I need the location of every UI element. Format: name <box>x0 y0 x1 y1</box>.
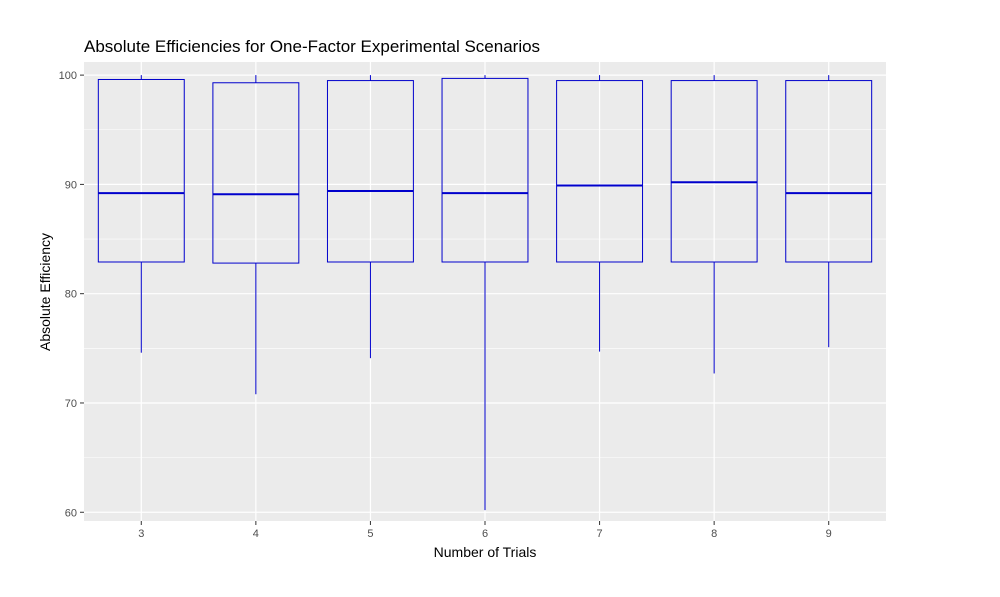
box-series <box>97 75 873 511</box>
y-tick-label: 80 <box>65 289 77 301</box>
chart-title: Absolute Efficiencies for One-Factor Exp… <box>84 37 540 56</box>
x-tick-label: 9 <box>826 528 832 540</box>
box-iqr <box>212 82 300 264</box>
box-iqr <box>326 80 414 263</box>
x-axis: 3 4 5 6 7 8 9 <box>138 521 832 540</box>
box-4 <box>212 75 300 395</box>
x-tick-label: 4 <box>253 528 259 540</box>
x-tick-label: 6 <box>482 528 488 540</box>
y-axis: 60 70 80 90 100 <box>59 70 84 519</box>
box-8 <box>670 75 758 374</box>
box-iqr <box>670 80 758 263</box>
box-iqr <box>97 78 185 263</box>
x-tick-label: 8 <box>711 528 717 540</box>
x-tick-label: 3 <box>138 528 144 540</box>
box-7 <box>556 75 644 352</box>
y-tick-label: 100 <box>59 70 77 82</box>
box-3 <box>97 75 185 353</box>
box-iqr <box>785 80 873 263</box>
x-tick-label: 7 <box>597 528 603 540</box>
y-tick-label: 60 <box>65 507 77 519</box>
box-iqr <box>556 80 644 263</box>
box-6 <box>441 75 529 511</box>
y-tick-label: 70 <box>65 398 77 410</box>
box-iqr <box>441 77 529 263</box>
y-tick-label: 90 <box>65 179 77 191</box>
x-axis-title: Number of Trials <box>434 544 537 560</box>
box-9 <box>785 75 873 348</box>
y-axis-title: Absolute Efficiency <box>37 233 53 351</box>
x-tick-label: 5 <box>367 528 373 540</box>
box-5 <box>326 75 414 359</box>
